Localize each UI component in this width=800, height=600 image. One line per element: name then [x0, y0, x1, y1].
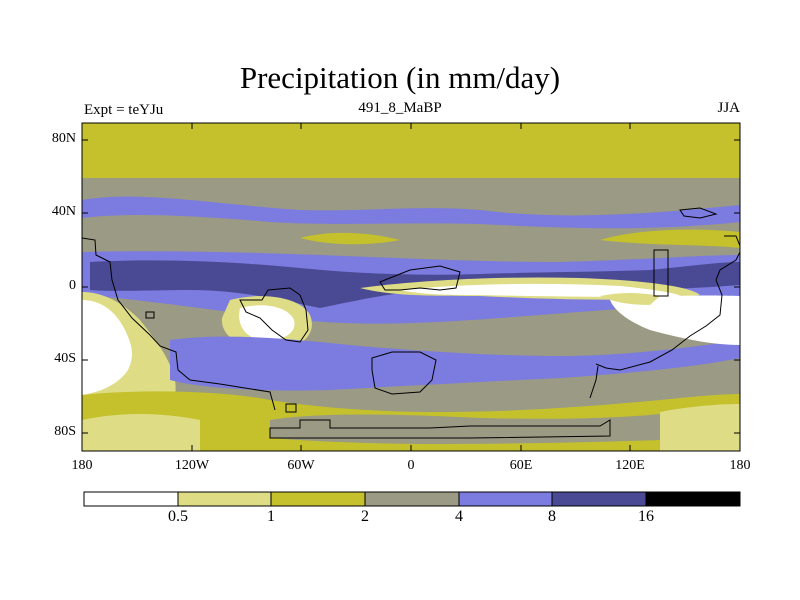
- colorbar-box-5: [459, 492, 552, 506]
- lat-tick-label: 40S: [54, 351, 76, 366]
- colorbar-label: 16: [638, 508, 654, 525]
- lat-tick-label: 0: [69, 278, 76, 293]
- colorbar-box-7: [646, 492, 740, 506]
- lon-tick-label: 180: [729, 458, 751, 473]
- season-label: JJA: [717, 100, 740, 116]
- colorbar-label: 8: [548, 508, 556, 525]
- colorbar-box-1: [84, 492, 178, 506]
- colorbar: [83, 491, 741, 507]
- colorbar-box-3: [271, 492, 365, 506]
- lat-tick-label: 40N: [51, 204, 76, 219]
- colorbar-label: 0.5: [168, 508, 188, 525]
- colorbar-label: 2: [361, 508, 369, 525]
- lon-tick-label: 120E: [615, 458, 645, 473]
- map-panel: [81, 122, 741, 452]
- lat-tick-label: 80S: [54, 424, 76, 439]
- colorbar-label: 1: [267, 508, 275, 525]
- lon-tick-label: 180: [71, 458, 93, 473]
- lon-tick-label: 60E: [509, 458, 533, 473]
- colorbar-box-4: [365, 492, 459, 506]
- lon-tick-label: 120W: [174, 458, 210, 473]
- colorbar-label: 4: [455, 508, 463, 525]
- lon-tick-label: 0: [407, 458, 415, 473]
- lon-tick-label: 60W: [287, 458, 315, 473]
- period-label: 491_8_MaBP: [358, 100, 442, 116]
- map-title: Precipitation (in mm/day): [239, 60, 561, 95]
- lat-tick-label: 80N: [51, 131, 76, 146]
- experiment-label: Expt = teYJu: [84, 102, 164, 118]
- colorbar-box-2: [178, 492, 271, 506]
- colorbar-box-6: [552, 492, 646, 506]
